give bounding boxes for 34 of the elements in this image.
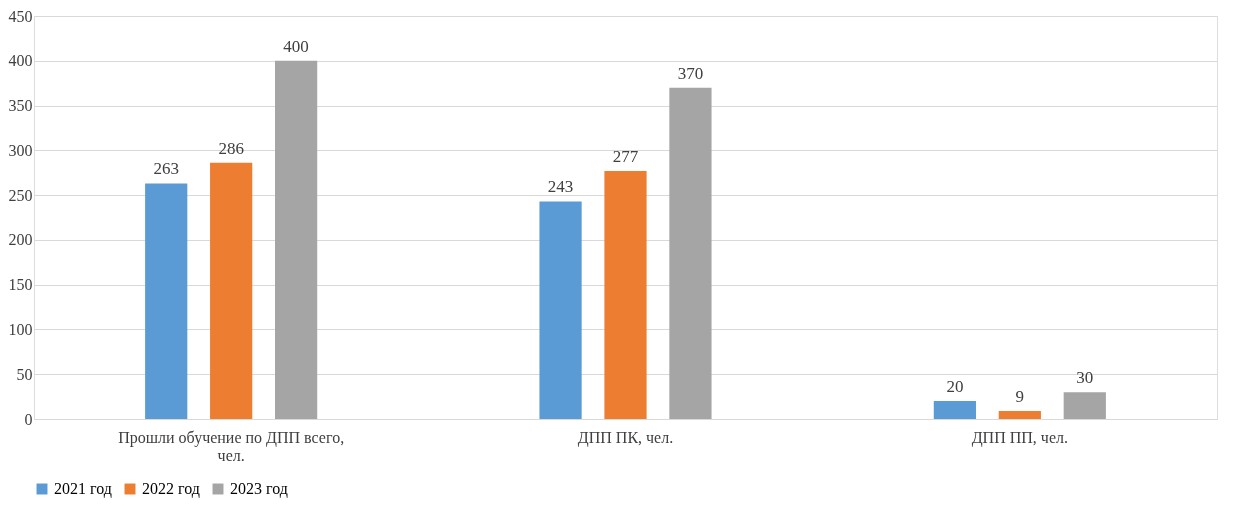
legend-label: 2021 год <box>54 480 112 498</box>
bar <box>210 162 253 419</box>
bar <box>933 401 976 419</box>
data-label: 9 <box>1015 386 1025 406</box>
y-tick-label: 300 <box>8 141 33 159</box>
data-label: 370 <box>677 63 704 83</box>
x-tick-label: ДПП ПП, чел. <box>971 428 1068 447</box>
x-tick-label: Прошли обучение по ДПП всего, чел. <box>118 428 345 464</box>
bar <box>145 183 188 419</box>
legend-label: 2022 год <box>142 480 200 498</box>
bar <box>669 87 712 419</box>
y-tick-label: 250 <box>8 186 33 204</box>
data-label: 243 <box>547 177 574 197</box>
bar <box>539 201 582 419</box>
y-tick-label: 100 <box>8 320 33 338</box>
y-tick-label: 350 <box>8 97 33 115</box>
bar <box>1063 392 1106 419</box>
y-tick-label: 50 <box>16 365 33 383</box>
bar <box>275 60 318 419</box>
bar <box>604 170 647 419</box>
x-tick-label: ДПП ПК, чел. <box>577 428 674 447</box>
data-label: 263 <box>153 159 179 179</box>
legend-label: 2023 год <box>230 480 288 498</box>
y-tick-label: 150 <box>8 276 33 294</box>
bar <box>998 410 1041 419</box>
data-label: 286 <box>218 138 244 158</box>
data-label: 400 <box>283 36 309 56</box>
data-label: 20 <box>946 377 964 397</box>
data-label: 277 <box>612 146 639 166</box>
y-tick-label: 0 <box>24 410 33 428</box>
y-tick-label: 200 <box>8 231 33 249</box>
y-tick-label: 450 <box>8 7 33 25</box>
y-tick-label: 400 <box>8 52 33 70</box>
data-label: 30 <box>1076 368 1094 388</box>
